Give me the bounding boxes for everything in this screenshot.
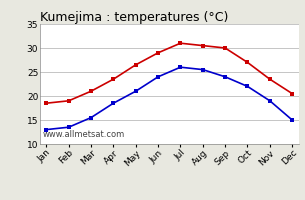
Text: www.allmetsat.com: www.allmetsat.com [42, 130, 124, 139]
Text: Kumejima : temperatures (°C): Kumejima : temperatures (°C) [40, 11, 228, 24]
